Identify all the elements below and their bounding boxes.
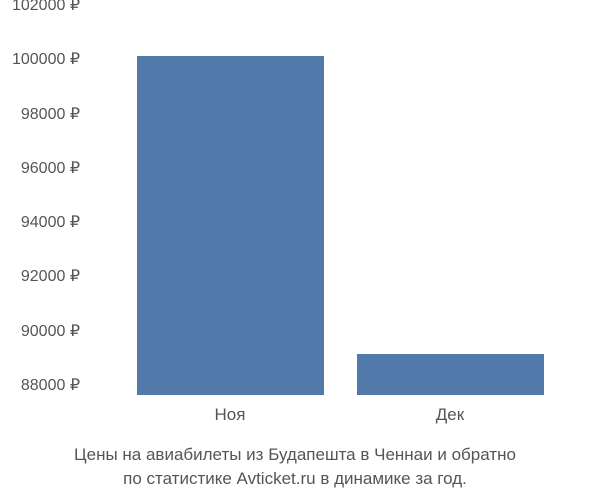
bar	[357, 354, 544, 395]
x-tick-label: Ноя	[120, 405, 340, 425]
chart-container: 88000 ₽ 90000 ₽ 92000 ₽ 94000 ₽ 96000 ₽ 98000…	[0, 0, 600, 500]
y-tick-label: 98000 ₽	[21, 104, 80, 124]
chart-caption: Цены на авиабилеты из Будапешта в Ченнаи…	[10, 443, 580, 491]
bar	[137, 56, 324, 395]
y-tick-label: 88000 ₽	[21, 375, 80, 395]
y-tick-label: 100000 ₽	[12, 49, 80, 69]
caption-line-1: Цены на авиабилеты из Будапешта в Ченнаи…	[74, 445, 516, 464]
y-tick-label: 90000 ₽	[21, 321, 80, 341]
y-axis: 88000 ₽90000 ₽92000 ₽94000 ₽96000 ₽98000…	[0, 5, 85, 385]
y-tick-label: 92000 ₽	[21, 266, 80, 286]
y-tick-label: 96000 ₽	[21, 158, 80, 178]
y-tick-label: 94000 ₽	[21, 212, 80, 232]
x-tick-label: Дек	[340, 405, 560, 425]
y-tick-label: 102000 ₽	[12, 0, 80, 15]
bar-group	[120, 15, 340, 395]
bars-area	[100, 15, 580, 395]
bar-group	[340, 15, 560, 395]
plot-area	[100, 15, 580, 395]
caption-line-2: по статистике Avticket.ru в динамике за …	[123, 469, 467, 488]
x-axis-labels: НояДек	[100, 395, 580, 425]
